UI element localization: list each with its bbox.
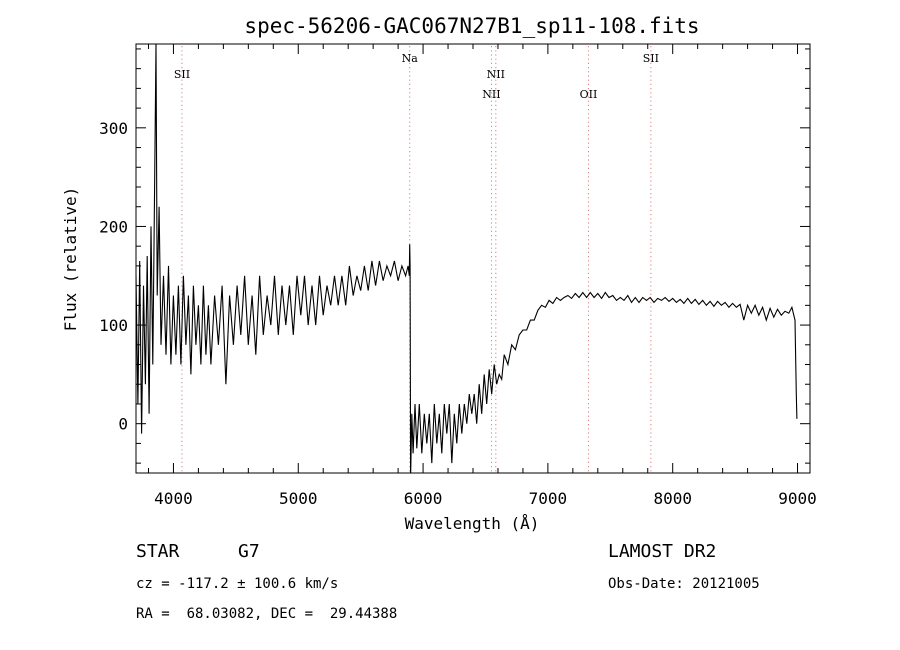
x-tick-label: 8000 xyxy=(653,489,692,508)
spectral-line-label: OII xyxy=(580,88,598,101)
y-tick-label: 200 xyxy=(99,217,128,236)
chart-title: spec-56206-GAC067N27B1_sp11-108.fits xyxy=(244,14,699,38)
y-tick-label: 100 xyxy=(99,316,128,335)
spectral-line-label: SII xyxy=(174,68,190,81)
x-tick-label: 4000 xyxy=(154,489,193,508)
y-tick-label: 0 xyxy=(118,415,128,434)
coordinates-text: RA = 68.03082, DEC = 29.44388 xyxy=(136,606,398,622)
y-axis-label: Flux (relative) xyxy=(61,187,80,332)
survey-name: LAMOST DR2 xyxy=(608,541,717,562)
spectral-line-label: Na xyxy=(402,52,419,65)
x-axis-label: Wavelength (Å) xyxy=(405,514,540,533)
y-tick-label: 300 xyxy=(99,119,128,138)
x-tick-label: 5000 xyxy=(279,489,318,508)
x-tick-label: 7000 xyxy=(529,489,568,508)
spectral-line-label: SII xyxy=(643,52,659,65)
spectral-line-label: NII xyxy=(487,68,505,81)
spectrum-line xyxy=(136,44,798,473)
x-tick-label: 9000 xyxy=(778,489,817,508)
object-class: STAR xyxy=(136,541,180,562)
x-tick-label: 6000 xyxy=(404,489,443,508)
subclass: G7 xyxy=(238,541,260,562)
spectral-line-label: NII xyxy=(482,88,500,101)
plot-area: SII Na NII NII OII SII 4000 5000 6000 7000 8000 900… xyxy=(99,43,817,508)
plot-frame xyxy=(135,43,811,474)
observation-date: Obs-Date: 20121005 xyxy=(608,576,760,592)
redshift-text: cz = -117.2 ± 100.6 km/s xyxy=(136,576,339,592)
